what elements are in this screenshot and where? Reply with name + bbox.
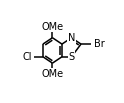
Text: S: S	[68, 52, 75, 62]
Text: Br: Br	[94, 39, 104, 49]
Text: OMe: OMe	[41, 22, 63, 32]
Text: OMe: OMe	[41, 69, 63, 79]
Text: Cl: Cl	[22, 52, 32, 62]
Text: N: N	[68, 33, 75, 43]
